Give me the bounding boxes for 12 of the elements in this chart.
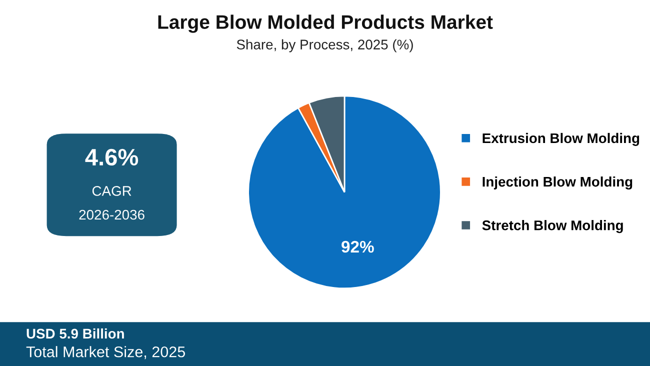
legend-label: Extrusion Blow Molding [482, 132, 640, 146]
chart-subtitle: Share, by Process, 2025 (%) [236, 39, 413, 52]
chart-title: Large Blow Molded Products Market [158, 14, 493, 33]
legend-label: Stretch Blow Molding [482, 220, 623, 234]
text: USD 5.9 Billion [26, 328, 124, 339]
text: 2026-2036 [79, 210, 144, 220]
pie-slice [248, 95, 442, 290]
text: 4.6% [85, 148, 138, 166]
text: Total Market Size, 2025 [26, 346, 185, 360]
legend-label: Injection Blow Molding [482, 176, 632, 190]
data-label: 92% [342, 240, 374, 253]
text: CAGR [92, 186, 132, 196]
